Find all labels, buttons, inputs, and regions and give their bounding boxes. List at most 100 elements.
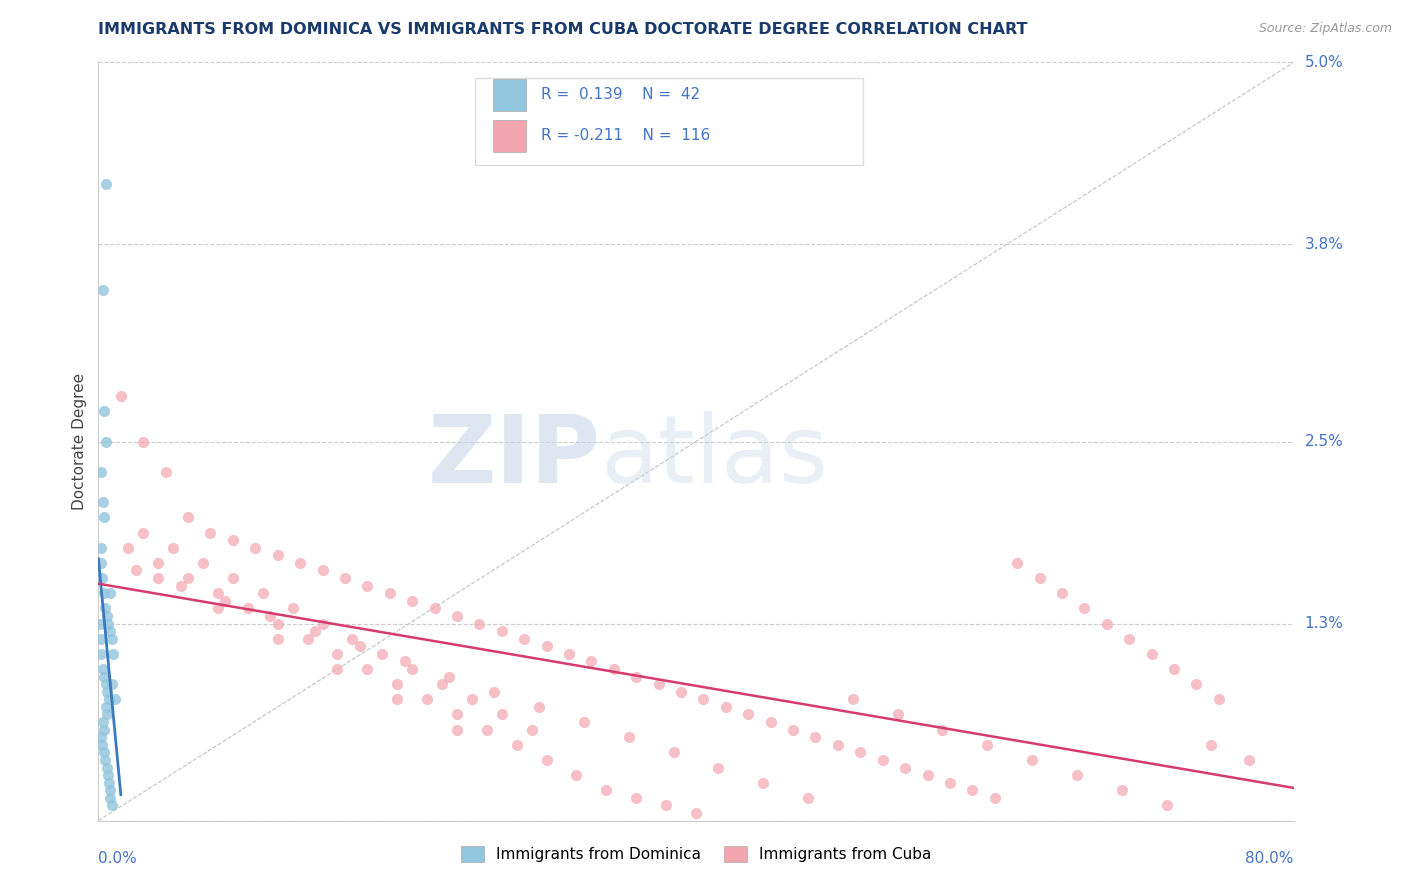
Point [97,692,120,706]
Point [90,632,112,646]
Point [103,647,125,661]
Point [647,677,669,691]
Point [304,624,326,639]
Point [94,677,117,691]
Point [626,669,648,683]
Point [90,465,112,479]
Point [1156,798,1178,813]
Point [931,723,953,737]
Text: 1.3%: 1.3% [1305,616,1344,631]
Point [96,608,118,623]
Point [155,465,177,479]
Point [90,647,112,661]
Point [849,746,872,760]
Point [1208,692,1230,706]
Point [1237,753,1260,767]
Point [917,768,939,782]
Point [385,677,409,691]
Point [94,434,117,449]
Point [356,579,378,593]
Point [385,692,409,706]
Point [572,715,595,730]
Point [94,601,117,615]
Point [536,753,558,767]
Point [484,685,506,699]
Point [446,608,468,623]
Point [692,692,714,706]
Point [1118,632,1140,646]
Point [91,662,114,676]
Point [520,723,543,737]
Point [378,586,401,600]
Legend: Immigrants from Dominica, Immigrants from Cuba: Immigrants from Dominica, Immigrants fro… [461,847,931,863]
Text: Source: ZipAtlas.com: Source: ZipAtlas.com [1258,22,1392,36]
Point [491,624,513,639]
Point [169,579,191,593]
Point [110,389,132,403]
Point [90,541,112,555]
Point [468,616,491,631]
Point [1201,738,1223,752]
Point [752,776,775,790]
Point [91,283,114,297]
Point [842,692,865,706]
FancyBboxPatch shape [494,120,526,152]
Point [1140,647,1163,661]
Point [685,806,707,821]
Point [342,632,364,646]
Point [98,624,121,639]
Point [236,601,259,615]
Point [565,768,588,782]
Point [707,760,730,774]
Point [669,685,692,699]
Point [333,571,356,585]
Point [804,730,827,744]
Point [1163,662,1185,676]
Point [446,723,468,737]
Point [267,632,290,646]
Point [93,510,115,524]
Point [214,594,236,608]
Text: 3.8%: 3.8% [1305,237,1344,252]
Point [797,791,820,805]
Point [626,791,648,805]
Point [94,753,117,767]
Point [267,616,290,631]
Point [475,723,498,737]
Point [177,510,200,524]
Point [148,556,170,570]
Point [737,707,759,722]
Point [97,768,120,782]
Point [394,655,416,669]
Point [976,738,998,752]
Point [93,404,115,418]
Point [89,616,111,631]
Point [132,525,155,540]
Point [281,601,304,615]
Point [148,571,170,585]
Text: 5.0%: 5.0% [1305,55,1343,70]
Point [655,798,678,813]
Point [513,632,536,646]
Point [94,699,117,714]
Point [125,564,148,578]
Point [371,647,394,661]
Point [1073,601,1095,615]
Point [96,760,118,774]
Point [96,707,118,722]
Point [1185,677,1208,691]
Point [1028,571,1050,585]
Point [491,707,513,722]
Point [90,730,112,744]
Point [401,594,423,608]
Point [1066,768,1088,782]
Point [617,730,640,744]
Text: 80.0%: 80.0% [1246,851,1294,866]
Text: 0.0%: 0.0% [98,851,138,866]
Point [356,662,378,676]
Point [207,601,229,615]
Point [1095,616,1118,631]
Point [416,692,439,706]
Point [91,715,114,730]
Text: 2.5%: 2.5% [1305,434,1343,449]
